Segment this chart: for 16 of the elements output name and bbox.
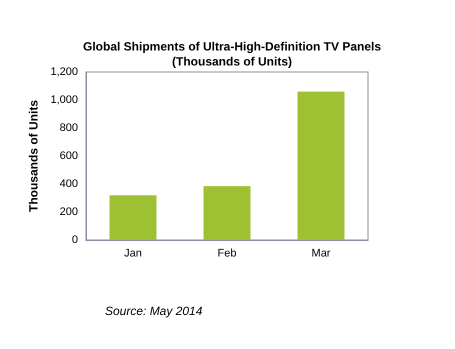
x-tick-label: Jan	[124, 248, 142, 260]
bar	[298, 92, 344, 240]
y-tick-label: 600	[60, 150, 78, 162]
y-tick-label: 800	[60, 122, 78, 134]
source-note: Source: May 2014	[105, 304, 203, 318]
bar	[204, 186, 250, 240]
chart-title: Global Shipments of Ultra-High-Definition TV Panels (Thousands of Units)	[82, 40, 382, 68]
x-tick-label: Feb	[218, 248, 236, 260]
y-tick-label: 1,200	[50, 66, 78, 78]
x-tick-label: Mar	[312, 248, 331, 260]
y-axis-title: Thousands of Units	[26, 100, 41, 212]
y-tick-label: 0	[72, 234, 78, 246]
y-tick-label: 200	[60, 206, 78, 218]
y-tick-label: 400	[60, 178, 78, 190]
bar	[110, 195, 156, 240]
y-tick-label: 1,000	[50, 94, 78, 106]
